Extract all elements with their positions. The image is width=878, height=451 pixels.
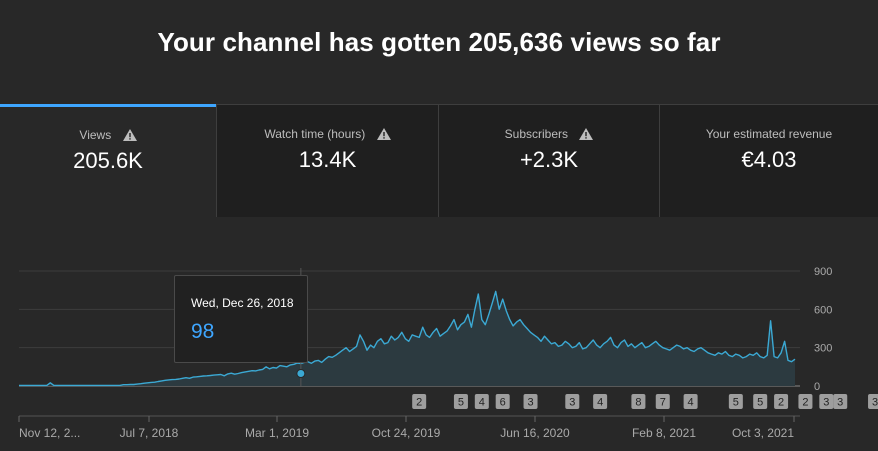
y-tick-label: 900 [814, 266, 832, 278]
tab-subscribers-value: +2.3K [519, 147, 579, 172]
annotation-marker-label[interactable]: 2 [416, 397, 422, 409]
annotation-marker[interactable]: 3 [819, 394, 834, 409]
tab-label: Watch time (hours) [217, 127, 438, 141]
annotation-marker-box[interactable] [523, 394, 538, 409]
annotation-marker-box[interactable] [453, 394, 468, 409]
tab-revenue-value: €4.03 [741, 147, 797, 172]
annotation-marker-label[interactable]: 2 [778, 397, 784, 409]
series-line [19, 290, 796, 387]
annotation-marker-label[interactable]: 3 [837, 397, 843, 409]
annotation-marker-label[interactable]: 3 [527, 397, 533, 409]
x-tick-label: Jun 16, 2020 [500, 426, 570, 440]
x-tick-label: Feb 8, 2021 [632, 426, 696, 440]
annotation-marker-box[interactable] [798, 394, 813, 409]
tab-watch-time[interactable]: Watch time (hours) 13.4K [216, 105, 438, 217]
annotation-marker-label[interactable]: 7 [660, 397, 666, 409]
tab-views[interactable]: Views 205.6K [0, 104, 216, 216]
x-tick-label: Jul 7, 2018 [120, 426, 179, 440]
warning-icon[interactable] [376, 128, 391, 140]
annotation-marker[interactable]: 3 [833, 394, 848, 409]
tab-watch-time-label: Watch time (hours) [264, 127, 366, 141]
chart-tooltip: Wed, Dec 26, 2018 98 [174, 275, 308, 363]
annotation-marker[interactable]: 4 [683, 394, 698, 409]
annotation-marker[interactable]: 3 [868, 394, 878, 409]
warning-icon[interactable] [579, 128, 594, 140]
tab-subscribers[interactable]: Subscribers +2.3K [438, 105, 659, 217]
annotation-marker-label[interactable]: 3 [872, 397, 878, 409]
page-title: Your channel has gotten 205,636 views so… [157, 27, 721, 57]
annotation-marker-label[interactable]: 3 [569, 397, 575, 409]
annotation-marker-box[interactable] [728, 394, 743, 409]
annotation-marker-label[interactable]: 4 [479, 397, 485, 409]
annotation-marker[interactable]: 2 [774, 394, 789, 409]
annotation-marker[interactable]: 4 [593, 394, 608, 409]
annotation-marker-box[interactable] [753, 394, 768, 409]
views-chart[interactable]: 900 600 300 0 Nov 12, 2... Jul 7, 2018 Mar 1, … [0, 216, 878, 451]
warning-icon[interactable] [122, 129, 137, 141]
annotation-marker[interactable]: 5 [453, 394, 468, 409]
annotation-marker-label[interactable]: 5 [733, 397, 739, 409]
tab-revenue[interactable]: Your estimated revenue €4.03 [659, 105, 878, 217]
annotation-marker[interactable]: 4 [474, 394, 489, 409]
annotation-marker-box[interactable] [631, 394, 646, 409]
annotation-marker-label[interactable]: 6 [500, 397, 506, 409]
annotation-marker[interactable]: 6 [495, 394, 510, 409]
annotation-marker[interactable]: 2 [798, 394, 813, 409]
annotation-marker-box[interactable] [495, 394, 510, 409]
annotation-marker-label[interactable]: 3 [823, 397, 829, 409]
tab-label: Subscribers [439, 127, 659, 141]
tab-label: Views [0, 128, 216, 142]
tab-views-label: Views [79, 128, 112, 142]
y-tick-label: 300 [814, 343, 832, 355]
annotation-marker-box[interactable] [565, 394, 580, 409]
annotation-marker[interactable]: 3 [523, 394, 538, 409]
annotation-marker-box[interactable] [593, 394, 608, 409]
x-tick-label: Nov 12, 2... [19, 426, 80, 440]
annotation-marker[interactable]: 7 [655, 394, 670, 409]
tooltip-date: Wed, Dec 26, 2018 [191, 296, 294, 310]
tab-views-value: 205.6K [73, 148, 143, 173]
y-tick-label: 600 [814, 304, 832, 316]
annotation-marker[interactable]: 5 [728, 394, 743, 409]
annotation-marker-box[interactable] [655, 394, 670, 409]
annotation-marker[interactable]: 5 [753, 394, 768, 409]
tooltip-value: 98 [191, 320, 215, 343]
annotation-marker[interactable]: 8 [631, 394, 646, 409]
highlight-point [296, 368, 306, 378]
annotation-marker-label[interactable]: 8 [635, 397, 641, 409]
series-area [19, 291, 795, 386]
annotation-marker-box[interactable] [774, 394, 789, 409]
annotation-marker-label[interactable]: 5 [757, 397, 763, 409]
annotation-marker-label[interactable]: 5 [458, 397, 464, 409]
annotation-marker-box[interactable] [833, 394, 848, 409]
x-tick-label: Oct 3, 2021 [732, 426, 794, 440]
annotation-marker-label[interactable]: 4 [688, 397, 694, 409]
x-tick-label: Oct 24, 2019 [372, 426, 441, 440]
tab-watch-time-value: 13.4K [298, 147, 357, 172]
annotation-marker-label[interactable]: 2 [802, 397, 808, 409]
annotation-marker-box[interactable] [819, 394, 834, 409]
annotation-marker-box[interactable] [868, 394, 878, 409]
annotation-marker-label[interactable]: 4 [597, 397, 603, 409]
tab-revenue-label: Your estimated revenue [705, 127, 833, 141]
tab-subscribers-label: Subscribers [504, 127, 568, 141]
annotation-marker-box[interactable] [683, 394, 698, 409]
annotation-marker-box[interactable] [474, 394, 489, 409]
annotation-marker[interactable]: 2 [412, 394, 427, 409]
y-tick-label: 0 [814, 381, 820, 393]
x-tick-label: Mar 1, 2019 [245, 426, 309, 440]
tab-label: Your estimated revenue [660, 127, 878, 141]
metric-tabs: Views 205.6K Watch time (hours) 13.4K Su… [0, 104, 878, 217]
annotation-marker-box[interactable] [412, 394, 427, 409]
annotation-marker[interactable]: 3 [565, 394, 580, 409]
